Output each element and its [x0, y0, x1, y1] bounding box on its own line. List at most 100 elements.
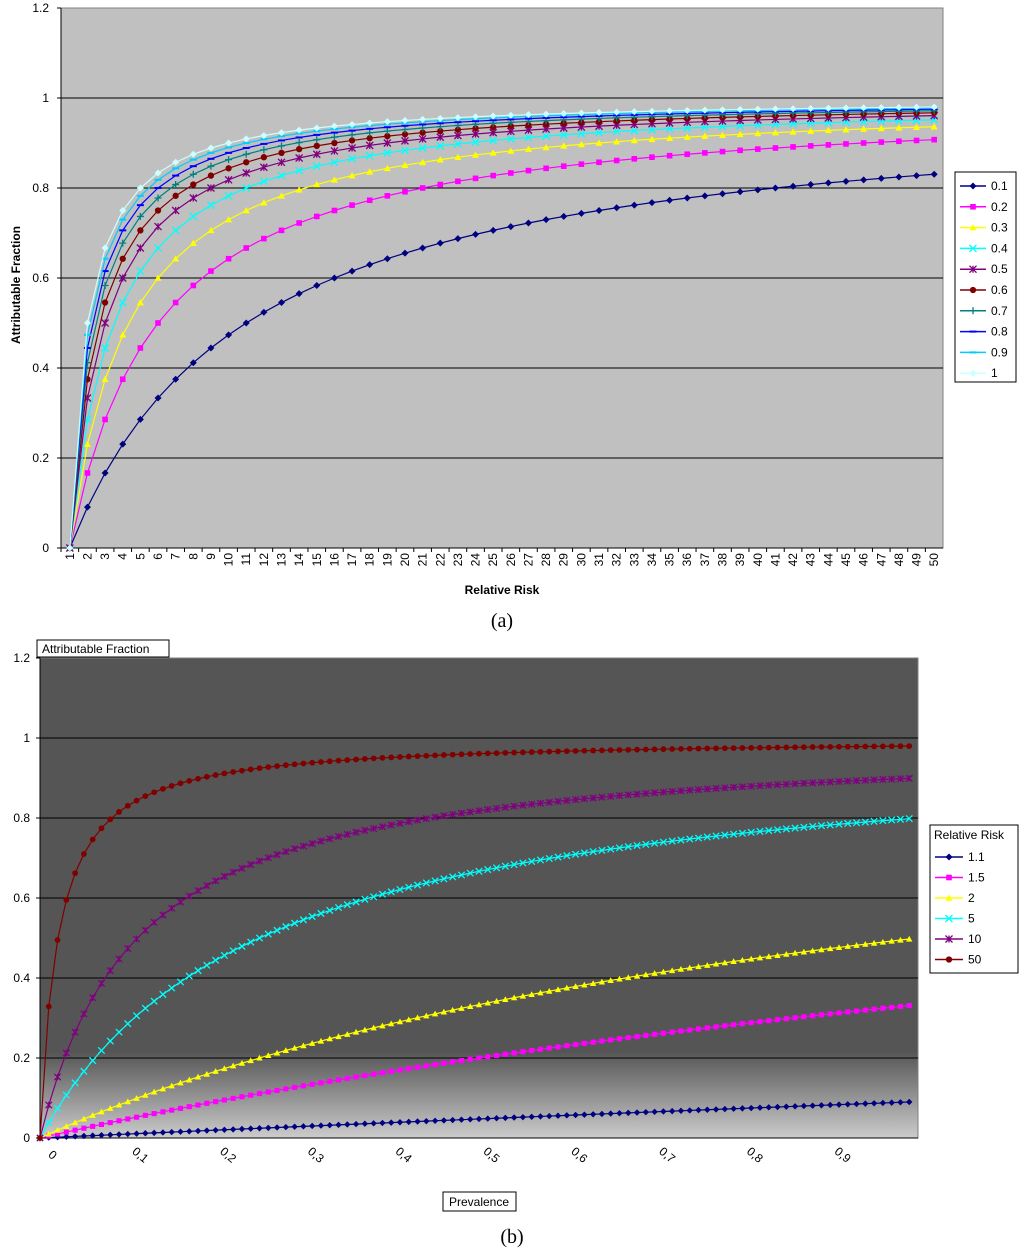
legend-marker-a: [969, 224, 977, 231]
data-point-b: [353, 756, 359, 763]
data-point-a: [648, 135, 656, 143]
data-point-b: [431, 1117, 439, 1124]
series-b-50: [37, 743, 913, 1141]
y-tick-label-b: 1: [23, 731, 30, 745]
data-point-b: [791, 824, 799, 832]
data-point-b: [441, 752, 447, 758]
data-point-b: [265, 1124, 272, 1132]
data-point-a: [807, 143, 814, 149]
x-tick-label-a: 45: [839, 553, 853, 567]
x-tick-label-a: 30: [574, 553, 588, 567]
data-point-b: [624, 791, 632, 799]
x-ticks-b: 0 0,1 0,2 0,3 0,4 0,5 0,6 0,7 0,8 0,9: [46, 1144, 854, 1166]
data-point-a: [719, 148, 726, 155]
data-point-b: [422, 814, 430, 823]
series-b-1.1: [36, 1098, 913, 1142]
data-point-b: [800, 744, 807, 751]
data-point-b: [159, 1085, 167, 1092]
data-point-a: [137, 227, 144, 234]
data-point-a: [225, 255, 232, 262]
data-point-a: [701, 132, 709, 139]
data-point-a: [401, 131, 409, 138]
data-point-b: [897, 936, 904, 943]
data-point-a: [471, 138, 480, 147]
data-point-b: [537, 748, 544, 755]
data-point-a: [596, 159, 602, 166]
data-point-a: [754, 186, 762, 194]
data-point-a: [490, 124, 497, 131]
data-point-a: [507, 147, 515, 154]
legend-label-a: 0.4: [991, 241, 1008, 255]
data-point-b: [581, 1040, 587, 1046]
x-tick-label-a: 50: [927, 553, 941, 567]
legend-label-a: 0.9: [991, 345, 1008, 359]
data-point-b: [633, 1109, 641, 1116]
data-point-b: [861, 818, 869, 826]
data-point-a: [136, 299, 144, 306]
data-point-b: [300, 760, 307, 767]
data-point-a: [224, 191, 233, 200]
data-point-b: [229, 947, 237, 955]
data-point-b: [704, 745, 711, 752]
data-point-b: [203, 1070, 211, 1077]
data-point-b: [651, 1108, 658, 1116]
data-point-b: [677, 787, 685, 795]
legend-b: Relative Risk 1.1 1.5 2 5 10 50: [929, 824, 1019, 974]
data-point-a: [860, 176, 868, 184]
data-point-b: [90, 1123, 96, 1129]
data-point-b: [852, 777, 861, 785]
data-point-b: [756, 827, 764, 836]
data-point-b: [440, 1117, 448, 1124]
data-point-b: [291, 1044, 298, 1051]
x-tick-label-a: 25: [486, 553, 500, 567]
data-point-a: [366, 168, 374, 175]
x-tick-label-a: 38: [716, 553, 730, 567]
x-axis-title-b: Prevalence: [449, 1195, 509, 1209]
data-point-a: [118, 298, 127, 307]
data-point-b: [844, 743, 851, 750]
data-point-b: [414, 1118, 421, 1125]
data-point-a: [789, 128, 797, 135]
x-tick-label-a: 36: [680, 553, 694, 567]
data-point-b: [528, 1113, 535, 1120]
data-point-b: [809, 744, 816, 750]
data-point-b: [335, 757, 342, 764]
data-point-a: [366, 135, 373, 142]
data-point-b: [616, 1036, 623, 1042]
data-point-b: [484, 999, 491, 1006]
data-point-a: [471, 130, 480, 138]
data-point-b: [607, 792, 615, 801]
data-point-b: [502, 1114, 509, 1122]
data-point-b: [808, 822, 817, 831]
data-point-b: [414, 1064, 421, 1070]
data-point-b: [467, 751, 474, 757]
legend-marker-b: [945, 935, 953, 943]
data-point-a: [366, 119, 374, 127]
data-point-a: [101, 299, 109, 306]
data-point-b: [571, 850, 580, 858]
data-point-b: [203, 1127, 211, 1134]
data-point-a: [577, 109, 585, 117]
data-point-b: [634, 1033, 640, 1040]
data-point-a: [208, 268, 214, 274]
data-point-b: [704, 962, 711, 968]
data-point-b: [229, 868, 237, 876]
data-point-b: [107, 1120, 113, 1126]
data-point-b: [273, 1124, 281, 1131]
data-point-b: [817, 822, 826, 830]
data-point-b: [492, 864, 501, 872]
data-point-b: [668, 787, 676, 796]
data-point-a: [242, 207, 250, 214]
data-point-a: [348, 154, 357, 163]
data-point-b: [37, 1135, 43, 1141]
x-tick-label-a: 18: [363, 553, 377, 567]
data-point-b: [132, 935, 141, 943]
data-point-a: [559, 130, 568, 139]
data-point-b: [213, 1099, 219, 1105]
data-point-b: [370, 755, 377, 762]
data-point-b: [379, 1119, 386, 1127]
x-tick-label-a: 8: [186, 553, 200, 560]
data-point-a: [190, 282, 197, 289]
data-point-b: [677, 1107, 685, 1114]
data-point-a: [683, 107, 691, 114]
